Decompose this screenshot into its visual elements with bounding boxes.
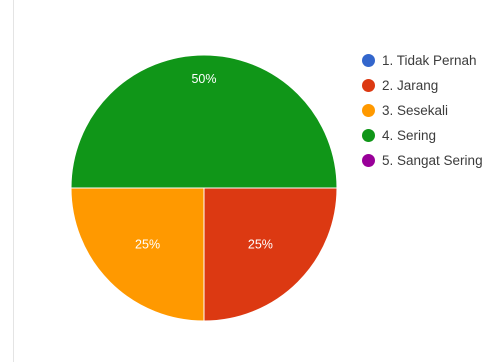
slice-label-4: 50% xyxy=(191,72,216,86)
chart-legend: 1. Tidak Pernah 2. Jarang 3. Sesekali 4.… xyxy=(362,51,483,176)
legend-label: 5. Sangat Sering xyxy=(382,153,483,168)
legend-item-jarang[interactable]: 2. Jarang xyxy=(362,76,483,95)
pie-slice-3[interactable] xyxy=(70,187,205,322)
legend-swatch-icon xyxy=(362,129,375,142)
slice-label-2: 25% xyxy=(248,237,273,251)
pie-slice-2[interactable] xyxy=(203,187,338,322)
legend-label: 4. Sering xyxy=(382,128,437,143)
legend-swatch-icon xyxy=(362,54,375,67)
legend-swatch-icon xyxy=(362,154,375,167)
panel-left-border xyxy=(13,0,14,362)
legend-label: 3. Sesekali xyxy=(382,103,449,118)
legend-label: 1. Tidak Pernah xyxy=(382,53,477,68)
legend-item-sering[interactable]: 4. Sering xyxy=(362,126,483,145)
legend-item-sesekali[interactable]: 3. Sesekali xyxy=(362,101,483,120)
legend-item-sangat-sering[interactable]: 5. Sangat Sering xyxy=(362,151,483,170)
legend-label: 2. Jarang xyxy=(382,78,439,93)
legend-swatch-icon xyxy=(362,79,375,92)
slice-label-3: 25% xyxy=(135,237,160,251)
legend-item-tidak-pernah[interactable]: 1. Tidak Pernah xyxy=(362,51,483,70)
pie-slice-4[interactable] xyxy=(70,54,338,189)
legend-swatch-icon xyxy=(362,104,375,117)
